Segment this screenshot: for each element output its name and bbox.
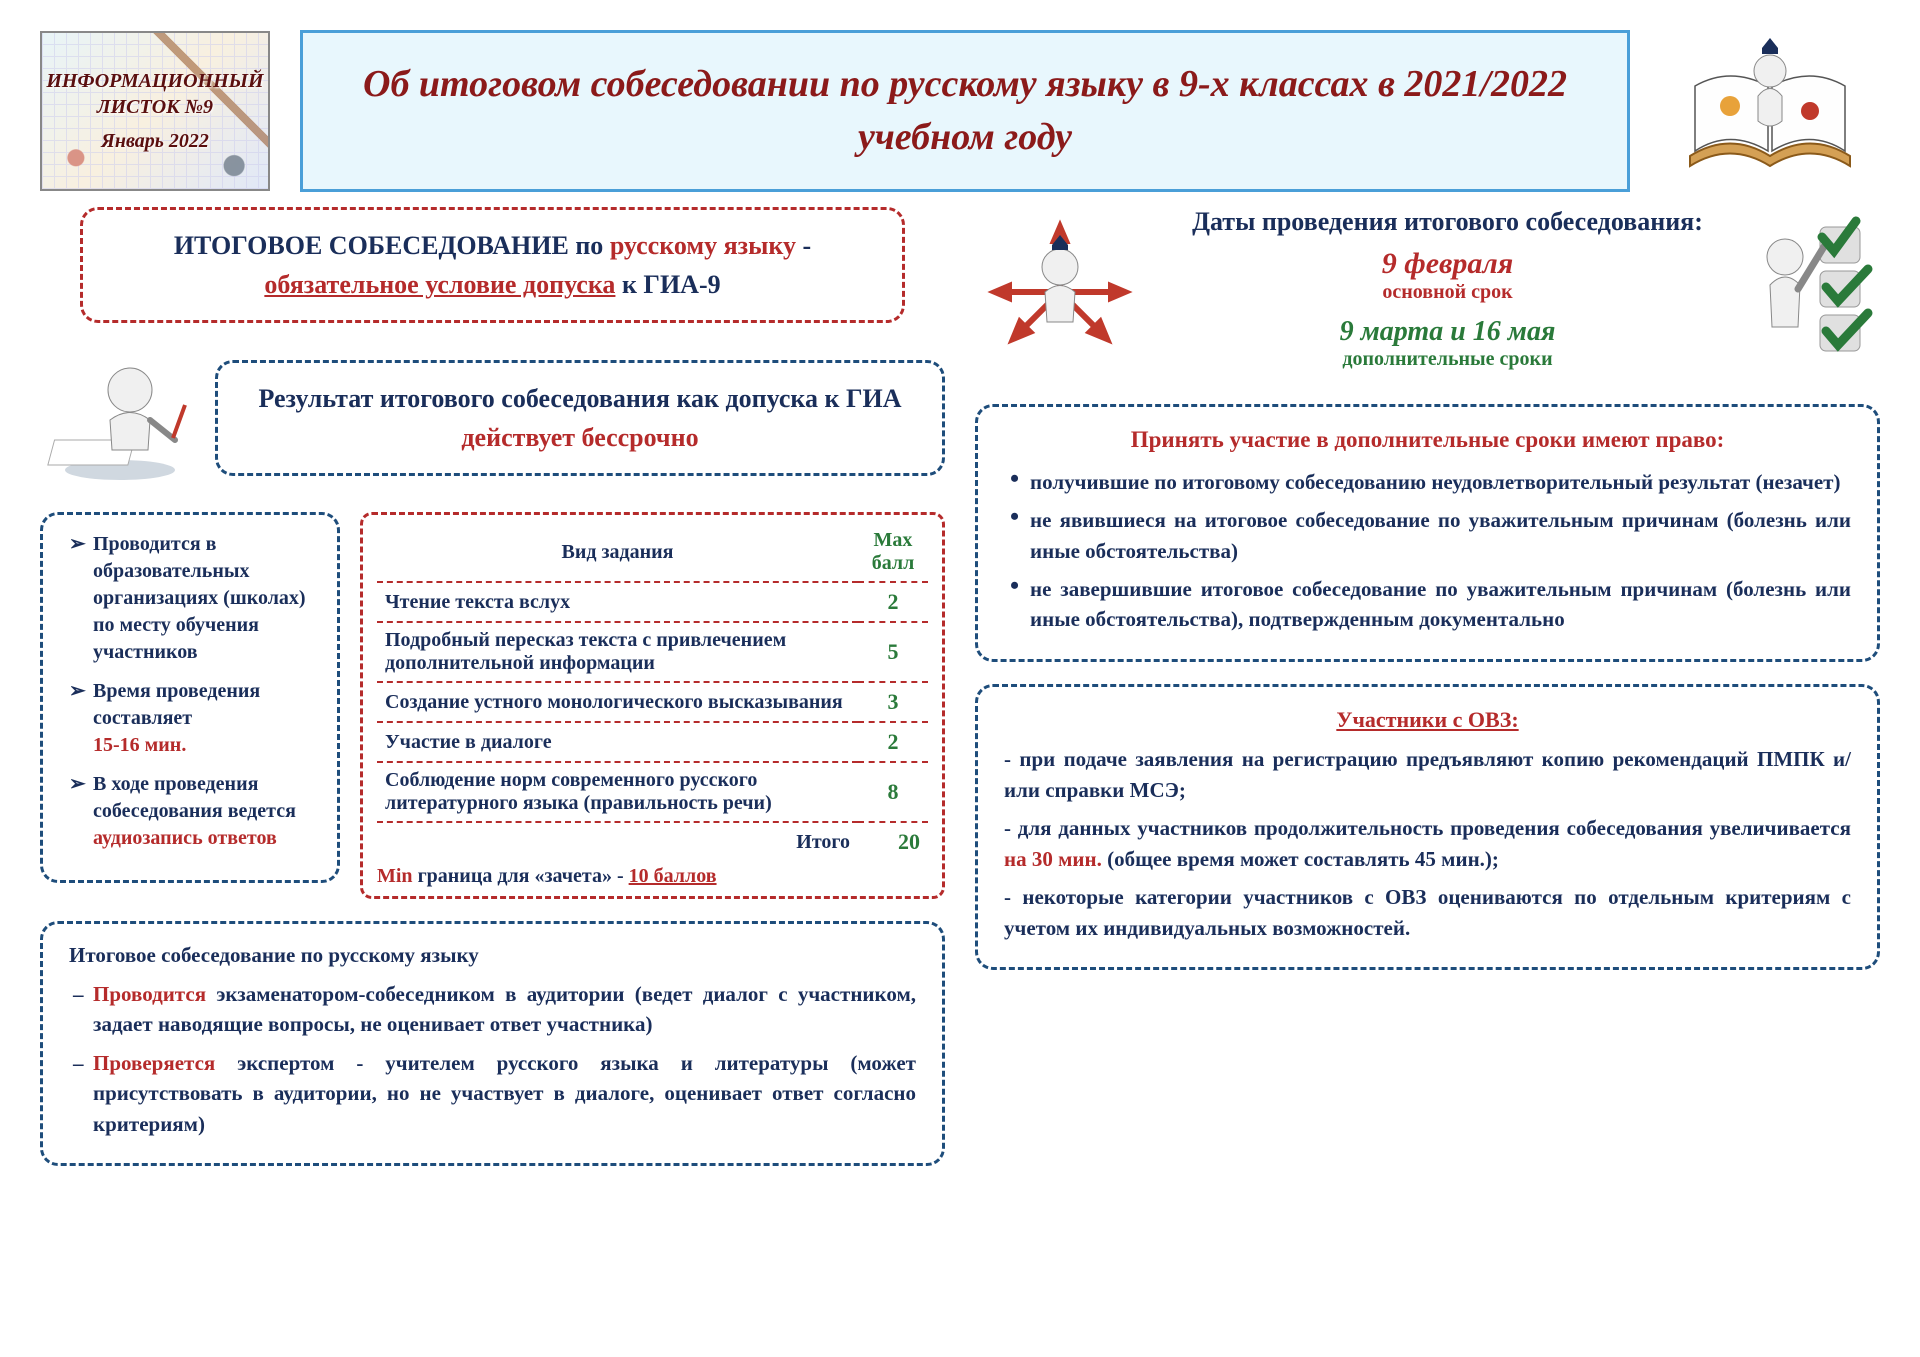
- info-item3-text: В ходе проведения собеседования ведется: [93, 773, 296, 822]
- task-table-box: Вид задания Max балл Чтение текста вслух…: [360, 512, 945, 899]
- score-cell: 2: [858, 722, 928, 762]
- min-red1: Min: [377, 865, 418, 887]
- score-cell: 5: [858, 622, 928, 682]
- task-row: Чтение текста вслух2: [377, 582, 928, 622]
- ovz-p3: - некоторые категории участников с ОВЗ о…: [1004, 882, 1851, 945]
- li1a: получившие: [1030, 470, 1149, 494]
- header-row: ИНФОРМАЦИОННЫЙ ЛИСТОК №9 Январь 2022 Об …: [40, 30, 1880, 192]
- result-line1: Результат итогового собеседования как до…: [258, 384, 901, 413]
- extra-title: Принять участие в дополнительные сроки и…: [1004, 423, 1851, 456]
- book-figure-icon: [1660, 31, 1880, 191]
- score-cell: 2: [858, 582, 928, 622]
- task-total-row: Итого20: [377, 822, 928, 861]
- dates-title: Даты проведения итогового собеседования:: [1165, 207, 1730, 237]
- ovz-box: Участники с ОВЗ: - при подаче заявления …: [975, 684, 1880, 970]
- ovz-title: Участники с ОВЗ:: [1004, 703, 1851, 736]
- li2a: не явившиеся: [1030, 508, 1166, 532]
- li1c: неудовлетворительный результат (незачет): [1431, 470, 1840, 494]
- admission-red1: русскому языку: [610, 231, 796, 260]
- procedure-p1: Проводится экзаменатором-собеседником в …: [69, 979, 916, 1040]
- checklist-figure-icon: [1750, 207, 1880, 382]
- date-main: 9 февраля: [1165, 247, 1730, 281]
- date-extra-sub: дополнительные сроки: [1165, 348, 1730, 371]
- procedure-p2: Проверяется экспертом - учителем русског…: [69, 1048, 916, 1139]
- main-title: Об итоговом собеседовании по русскому яз…: [300, 30, 1630, 192]
- stamp-line2: ЛИСТОК №9: [46, 94, 263, 120]
- task-row: Участие в диалоге2: [377, 722, 928, 762]
- li1b: по итоговому собеседованию: [1149, 470, 1431, 494]
- info-item-2: Время проведения составляет 15-16 мин.: [69, 678, 311, 759]
- result-row: Результат итогового собеседования как до…: [40, 345, 945, 490]
- right-column: Даты проведения итогового собеседования:…: [975, 207, 1880, 1166]
- mid-row: Проводится в образовательных организация…: [40, 512, 945, 899]
- info-item-1: Проводится в образовательных организация…: [69, 531, 311, 666]
- date-extra: 9 марта и 16 мая: [1165, 316, 1730, 348]
- left-column: ИТОГОВОЕ СОБЕСЕДОВАНИЕ по русскому языку…: [40, 207, 945, 1166]
- info-item3-red: аудиозапись ответов: [93, 827, 277, 849]
- min-mid: граница для «зачета» -: [418, 865, 629, 887]
- score-cell: 8: [858, 762, 928, 822]
- stamp-line3: Январь 2022: [46, 128, 263, 154]
- dates-row: Даты проведения итогового собеседования:…: [975, 207, 1880, 382]
- ovz-p2: - для данных участников продолжительност…: [1004, 813, 1851, 876]
- score-cell: 3: [858, 682, 928, 722]
- admission-prefix: ИТОГОВОЕ СОБЕСЕДОВАНИЕ по: [174, 231, 610, 260]
- task-min-line: Min граница для «зачета» - 10 баллов: [377, 861, 928, 888]
- task-cell: Участие в диалоге: [377, 722, 858, 762]
- procedure-heading: Итоговое собеседование по русскому языку: [69, 940, 916, 970]
- main-grid: ИТОГОВОЕ СОБЕСЕДОВАНИЕ по русскому языку…: [40, 207, 1880, 1166]
- task-row: Подробный пересказ текста с привлечением…: [377, 622, 928, 682]
- info-item2-red: 15-16 мин.: [93, 734, 186, 756]
- ovz-p1: - при подаче заявления на регистрацию пр…: [1004, 744, 1851, 807]
- admission-box: ИТОГОВОЕ СОБЕСЕДОВАНИЕ по русскому языку…: [80, 207, 905, 323]
- p2-rest: экспертом - учителем русского языка и ли…: [93, 1051, 916, 1136]
- task-cell: Создание устного монологического высказы…: [377, 682, 858, 722]
- total-label: Итого: [377, 822, 858, 861]
- info-list-box: Проводится в образовательных организация…: [40, 512, 340, 883]
- task-row: Соблюдение норм современного русского ли…: [377, 762, 928, 822]
- writer-figure-icon: [40, 345, 200, 490]
- th-task: Вид задания: [377, 523, 858, 582]
- arrows-figure-icon: [975, 207, 1145, 382]
- task-cell: Соблюдение норм современного русского ли…: [377, 762, 858, 822]
- result-line2: действует бессрочно: [461, 423, 698, 452]
- ovz-p2c: (общее время может составлять 45 мин.);: [1102, 847, 1499, 871]
- min-val: 10 баллов: [629, 865, 717, 887]
- total-score: 20: [858, 822, 928, 861]
- th-score: Max балл: [858, 523, 928, 582]
- stamp-line1: ИНФОРМАЦИОННЫЙ: [46, 68, 263, 94]
- ovz-p2b: на 30 мин.: [1004, 847, 1102, 871]
- p1-red: Проводится: [93, 982, 206, 1006]
- dates-content: Даты проведения итогового собеседования:…: [1165, 207, 1730, 371]
- extra-dates-box: Принять участие в дополнительные сроки и…: [975, 404, 1880, 662]
- info-item2-text: Время проведения составляет: [93, 680, 260, 729]
- task-cell: Подробный пересказ текста с привлечением…: [377, 622, 858, 682]
- info-stamp: ИНФОРМАЦИОННЫЙ ЛИСТОК №9 Январь 2022: [40, 31, 270, 191]
- p2-red: Проверяется: [93, 1051, 215, 1075]
- task-row: Создание устного монологического высказы…: [377, 682, 928, 722]
- ovz-p2a: - для данных участников продолжительност…: [1004, 816, 1851, 840]
- result-box: Результат итогового собеседования как до…: [215, 360, 945, 476]
- li3a: не завершившие: [1030, 577, 1192, 601]
- task-table: Вид задания Max балл Чтение текста вслух…: [377, 523, 928, 861]
- procedure-box: Итоговое собеседование по русскому языку…: [40, 921, 945, 1166]
- admission-suffix: к ГИА-9: [615, 270, 720, 299]
- p1-rest: экзаменатором-собеседником в аудитории (…: [93, 982, 916, 1036]
- extra-li3: не завершившие итоговое собеседование по…: [1004, 574, 1851, 635]
- info-item-3: В ходе проведения собеседования ведется …: [69, 771, 311, 852]
- task-cell: Чтение текста вслух: [377, 582, 858, 622]
- extra-li1: получившие по итоговому собеседованию не…: [1004, 467, 1851, 497]
- admission-red2: обязательное условие допуска: [264, 270, 615, 299]
- date-main-sub: основной срок: [1165, 281, 1730, 304]
- extra-li2: не явившиеся на итоговое собеседование п…: [1004, 505, 1851, 566]
- admission-mid: -: [796, 231, 811, 260]
